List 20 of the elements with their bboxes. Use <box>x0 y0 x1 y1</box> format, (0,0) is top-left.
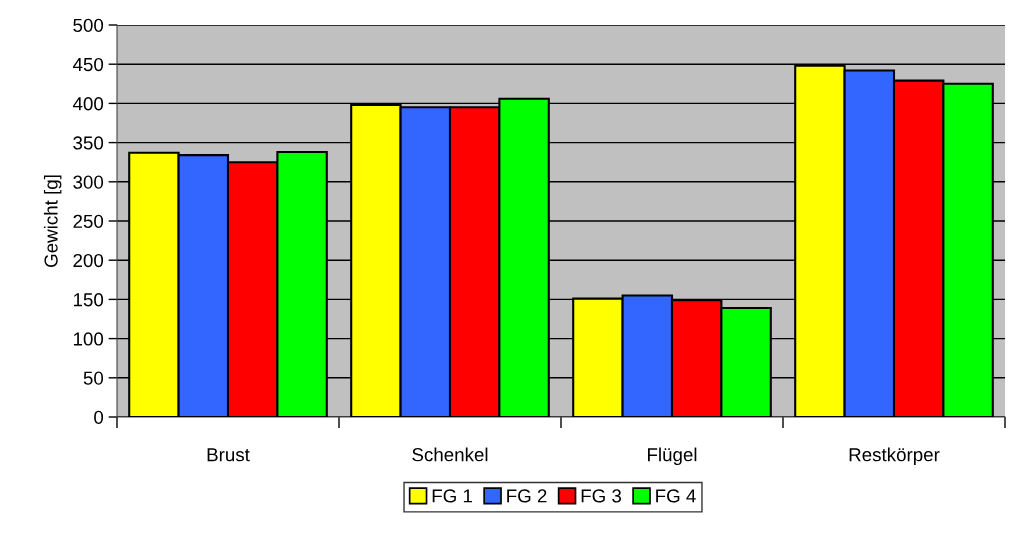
x-tick-label: Schenkel <box>412 447 488 462</box>
y-tick-label: 350 <box>73 136 104 150</box>
x-tick-label: Brust <box>207 448 250 462</box>
y-tick-label: 200 <box>73 253 104 268</box>
legend-label: FG 3 <box>581 489 622 503</box>
y-tick-label: 500 <box>73 18 104 32</box>
y-tick-label: 150 <box>73 293 104 307</box>
y-tick-label: 300 <box>73 175 104 189</box>
y-axis-title: Gewicht [g] <box>43 175 62 267</box>
legend-label: FG 4 <box>656 489 696 503</box>
legend-label: FG 2 <box>507 489 547 503</box>
x-tick-label: Flügel <box>648 447 697 466</box>
y-tick-label: 0 <box>94 410 104 424</box>
y-tick-label: 50 <box>83 371 104 385</box>
x-tick-label: Restkörper <box>849 447 940 466</box>
y-tick-label: 400 <box>72 97 104 111</box>
y-tick-label: 450 <box>72 57 104 72</box>
y-tick-label: 250 <box>73 214 104 228</box>
legend-label: FG 1 <box>432 489 472 503</box>
y-tick-label: 100 <box>73 332 104 346</box>
